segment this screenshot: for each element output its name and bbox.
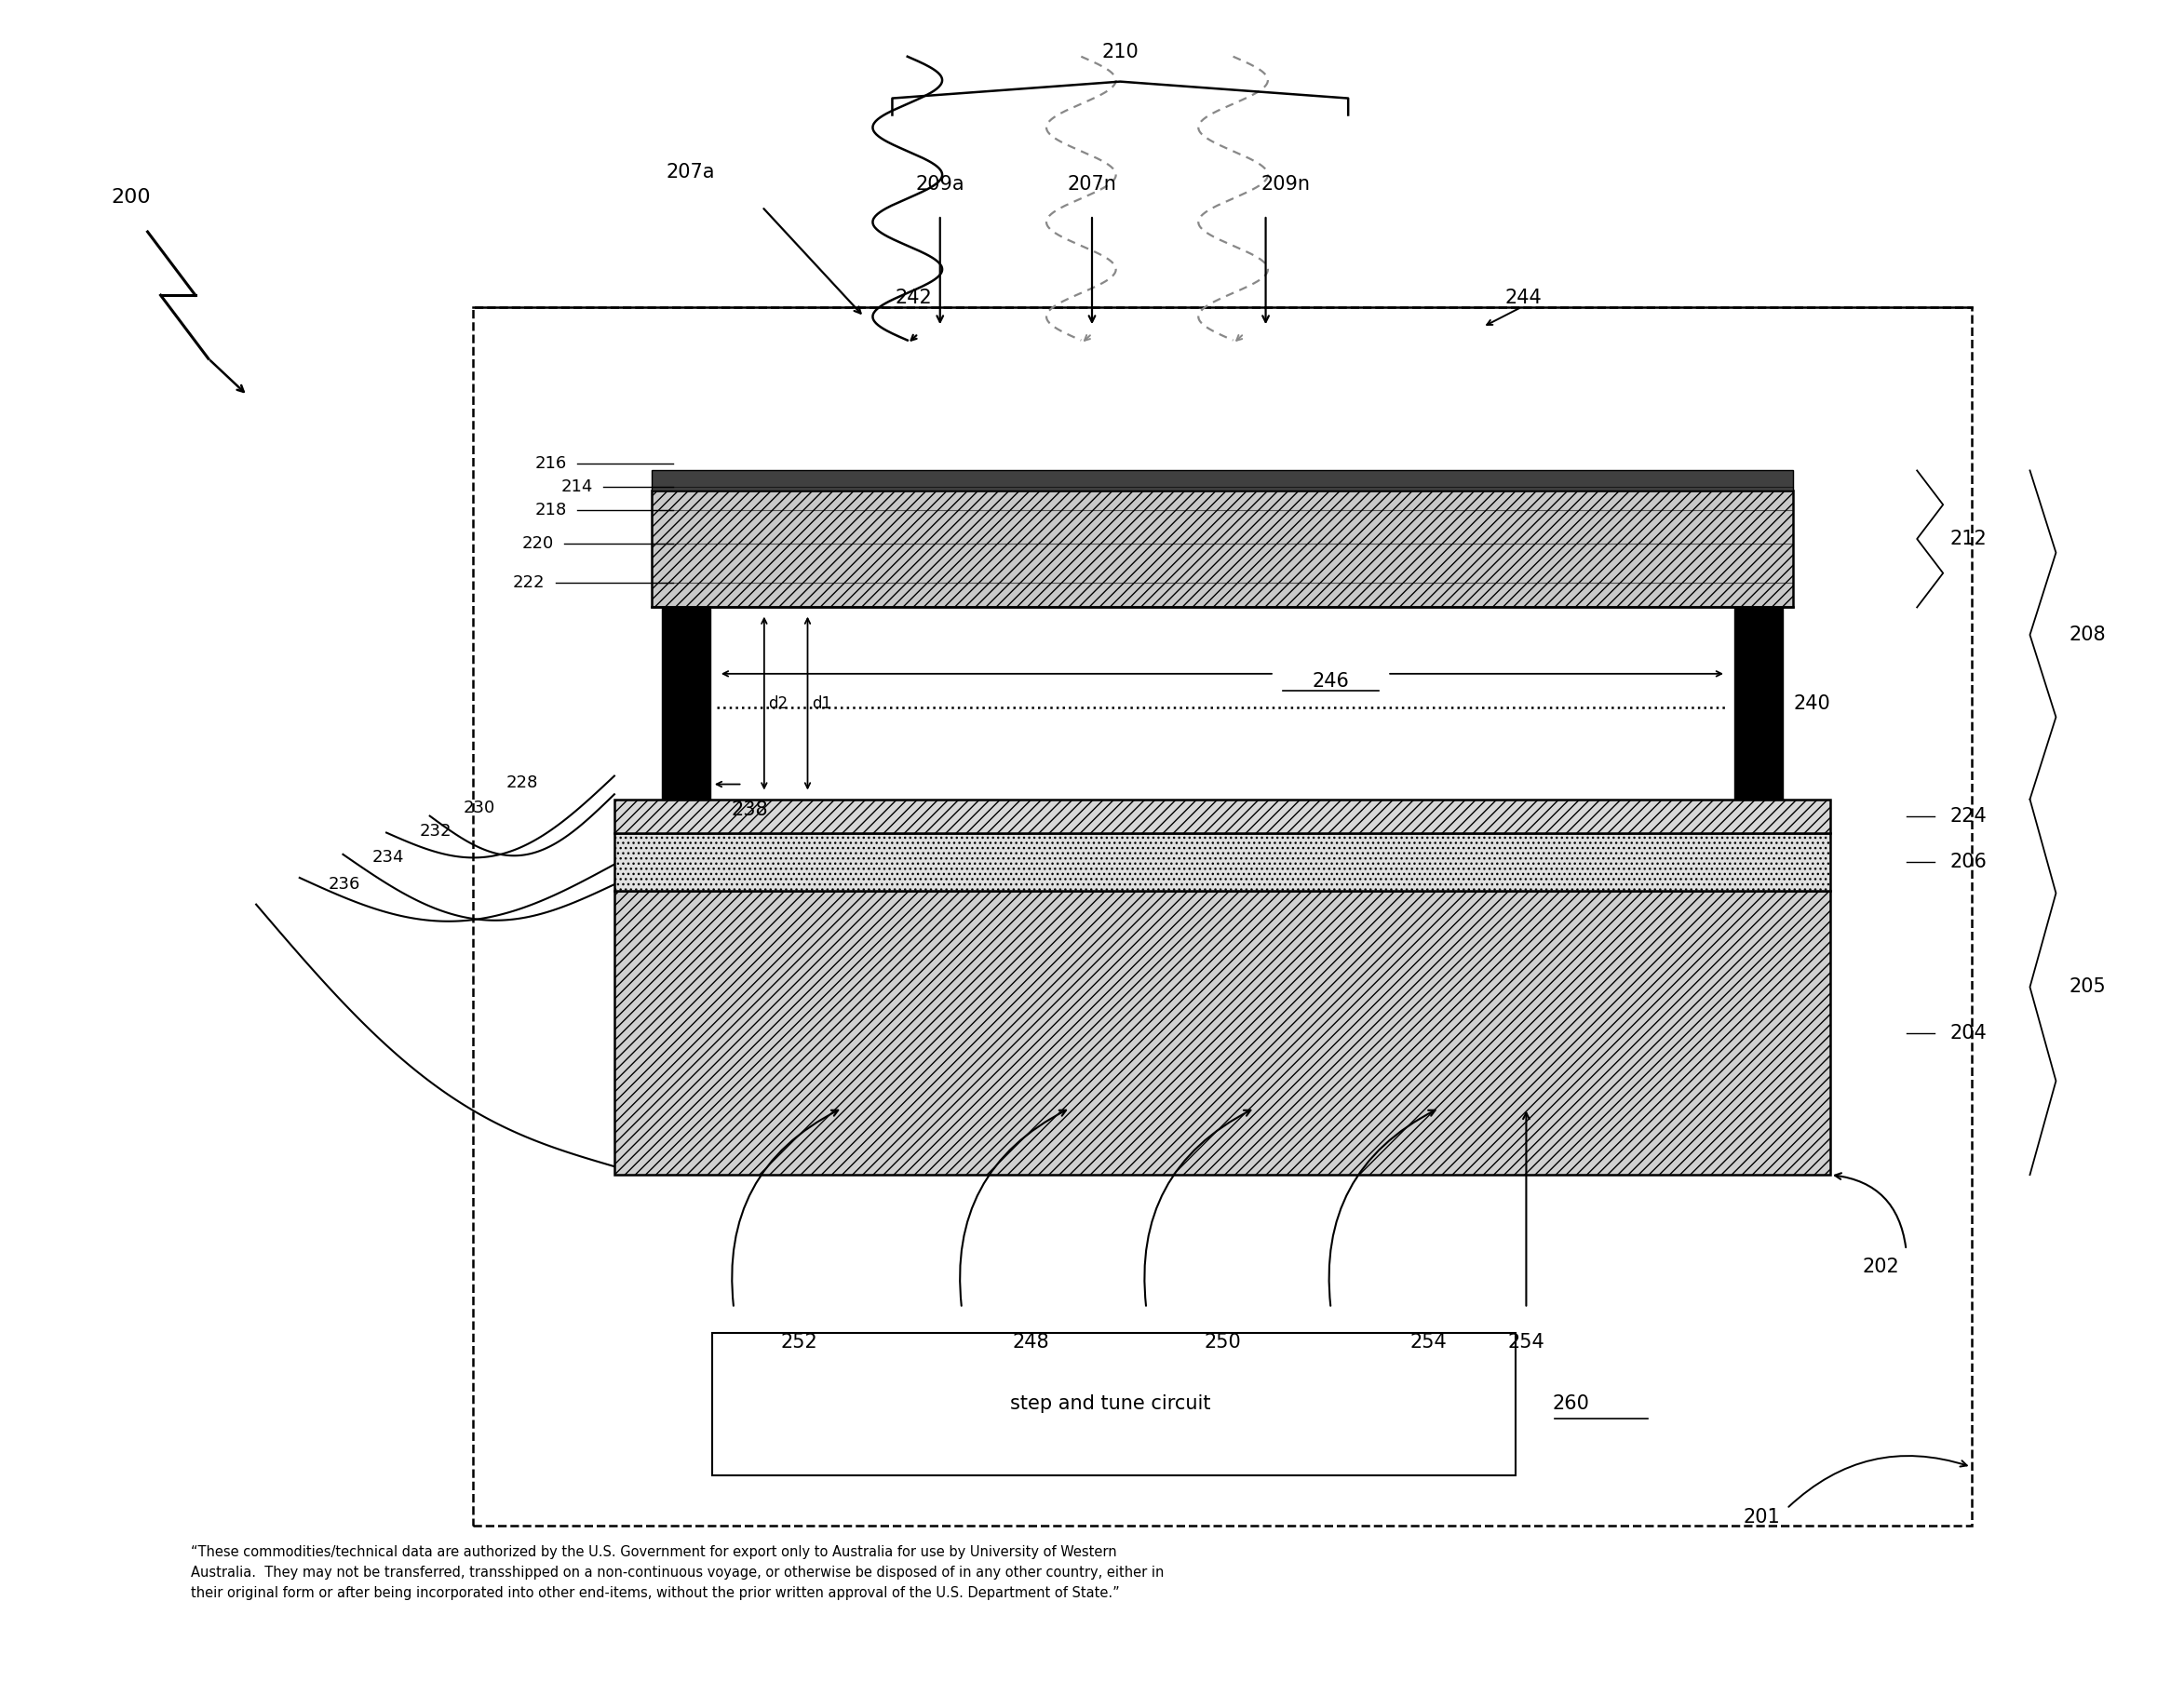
Text: 222: 222 xyxy=(513,574,544,590)
Text: 244: 244 xyxy=(1505,288,1542,306)
Bar xyxy=(662,607,710,799)
Text: 220: 220 xyxy=(522,535,553,552)
Text: 254: 254 xyxy=(1411,1334,1448,1352)
Text: “These commodities/technical data are authorized by the U.S. Government for expo: “These commodities/technical data are au… xyxy=(190,1546,1164,1601)
Bar xyxy=(614,891,1830,1174)
Text: 228: 228 xyxy=(507,774,539,791)
Bar xyxy=(1734,607,1782,799)
Text: d2: d2 xyxy=(769,695,788,711)
Text: 230: 230 xyxy=(463,799,496,816)
Text: 207n: 207n xyxy=(1068,175,1116,193)
Text: 207a: 207a xyxy=(666,163,714,182)
Text: 224: 224 xyxy=(1950,807,1987,826)
Text: 214: 214 xyxy=(561,479,592,496)
Text: 252: 252 xyxy=(780,1334,817,1352)
Text: step and tune circuit: step and tune circuit xyxy=(1011,1394,1216,1413)
Text: 250: 250 xyxy=(1203,1334,1241,1352)
Text: 201: 201 xyxy=(1743,1507,1780,1526)
Text: 240: 240 xyxy=(1793,695,1830,713)
Text: 216: 216 xyxy=(535,456,566,473)
Bar xyxy=(651,491,1793,607)
Text: 236: 236 xyxy=(328,876,360,893)
Text: 238: 238 xyxy=(732,801,769,819)
Bar xyxy=(614,833,1830,891)
Bar xyxy=(614,799,1830,833)
Text: 246: 246 xyxy=(1313,671,1350,690)
Text: 204: 204 xyxy=(1950,1024,1987,1043)
Text: 242: 242 xyxy=(895,288,933,306)
Text: 210: 210 xyxy=(1101,44,1138,62)
Text: 218: 218 xyxy=(535,503,566,520)
Text: 248: 248 xyxy=(1013,1334,1051,1352)
Bar xyxy=(651,471,1793,491)
Text: 200: 200 xyxy=(111,188,151,207)
Text: 232: 232 xyxy=(419,822,452,839)
Text: d1: d1 xyxy=(812,695,832,711)
Bar xyxy=(474,306,1972,1526)
Text: 205: 205 xyxy=(2068,977,2105,996)
Text: 202: 202 xyxy=(1863,1258,1900,1277)
Text: 234: 234 xyxy=(371,849,404,866)
Text: 208: 208 xyxy=(2068,626,2105,644)
Bar xyxy=(712,1334,1516,1475)
Text: 209a: 209a xyxy=(915,175,965,193)
Text: 260: 260 xyxy=(1553,1394,1590,1413)
Text: 209n: 209n xyxy=(1262,175,1310,193)
Text: 206: 206 xyxy=(1950,853,1987,871)
Text: 212: 212 xyxy=(1950,530,1987,548)
Text: 254: 254 xyxy=(1507,1334,1544,1352)
